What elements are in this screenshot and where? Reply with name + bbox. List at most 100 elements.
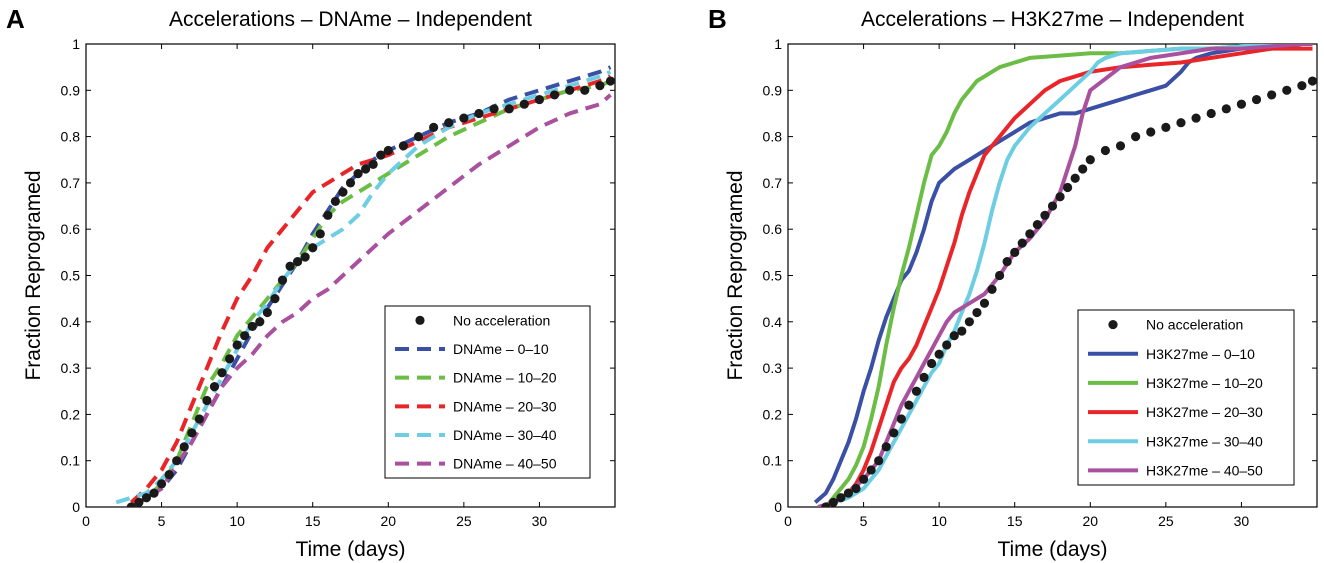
data-point xyxy=(232,340,242,350)
data-point xyxy=(293,257,303,267)
x-tick-label: 25 xyxy=(456,513,472,529)
data-point xyxy=(1100,145,1110,156)
series-3-line xyxy=(817,46,1313,507)
chart-title: Accelerations – DNAme – Independent xyxy=(169,8,532,31)
data-point xyxy=(1307,76,1317,86)
legend-swatch xyxy=(1108,319,1118,330)
chart-panel-b: B Accelerations – H3K27me – Independent 0 5… xyxy=(708,4,1318,561)
data-point xyxy=(1206,108,1216,119)
data-point xyxy=(964,317,974,327)
x-axis-label: Time (days) xyxy=(997,538,1107,561)
x-tick-label: 30 xyxy=(1234,513,1250,529)
series-4-line xyxy=(817,44,1313,507)
data-point xyxy=(565,85,575,95)
data-point xyxy=(1221,104,1231,114)
legend-label: H3K27me – 20–30 xyxy=(1146,404,1263,420)
data-point xyxy=(1032,219,1042,230)
data-point xyxy=(949,331,959,341)
legend-label: No acceleration xyxy=(1146,317,1243,333)
y-tick-label: 0.3 xyxy=(763,360,783,376)
data-point xyxy=(549,90,560,100)
y-tick-label: 0.5 xyxy=(763,268,783,284)
data-point xyxy=(474,108,484,119)
data-point xyxy=(255,317,265,327)
data-point xyxy=(926,358,937,369)
x-tick-label: 5 xyxy=(158,513,166,529)
data-point xyxy=(957,326,967,336)
data-point xyxy=(889,428,899,438)
data-point xyxy=(398,141,408,151)
series-group xyxy=(813,44,1317,507)
legend-label: DNAme – 30–40 xyxy=(453,427,557,443)
data-point xyxy=(194,414,204,424)
panel-letter: B xyxy=(708,4,727,34)
data-point xyxy=(534,94,545,105)
data-point xyxy=(919,372,929,382)
series-0-points xyxy=(126,76,615,507)
data-point xyxy=(987,284,997,294)
x-tick-label: 0 xyxy=(784,513,792,529)
legend-label: DNAme – 0–10 xyxy=(453,341,549,357)
y-tick-label: 1 xyxy=(72,36,80,52)
data-point xyxy=(605,76,615,86)
data-point xyxy=(580,85,590,95)
panel-letter: A xyxy=(6,4,25,34)
data-point xyxy=(519,99,529,109)
data-point xyxy=(247,321,257,332)
x-tick-label: 15 xyxy=(305,513,321,529)
data-point xyxy=(376,150,386,160)
data-point xyxy=(1282,85,1292,95)
data-point xyxy=(504,104,514,114)
data-point xyxy=(156,479,167,489)
y-tick-label: 0.6 xyxy=(763,221,783,237)
data-point xyxy=(172,456,182,466)
data-point xyxy=(277,275,288,285)
data-point xyxy=(489,104,499,114)
data-point xyxy=(851,483,861,494)
data-point xyxy=(413,132,424,142)
data-point xyxy=(1002,257,1012,267)
y-tick-label: 0.5 xyxy=(61,268,81,284)
series-2-line xyxy=(130,79,612,507)
chart-title: Accelerations – H3K27me – Independent xyxy=(861,8,1244,31)
data-point xyxy=(383,145,393,156)
data-point xyxy=(979,298,990,308)
data-point xyxy=(881,442,891,452)
data-point xyxy=(224,354,235,364)
y-tick-label: 0.1 xyxy=(763,453,783,469)
data-point xyxy=(1176,118,1186,128)
legend-box xyxy=(1077,309,1295,486)
data-point xyxy=(1040,210,1050,220)
data-point xyxy=(942,340,952,350)
legend-label: H3K27me – 30–40 xyxy=(1146,433,1263,449)
data-point xyxy=(995,270,1005,281)
data-point xyxy=(141,493,152,503)
data-point xyxy=(270,294,280,304)
data-point xyxy=(1025,229,1035,239)
data-point xyxy=(126,502,136,507)
legend-label: H3K27me – 10–20 xyxy=(1146,375,1263,391)
x-tick-label: 10 xyxy=(229,513,245,529)
x-tick-label: 5 xyxy=(860,513,868,529)
y-tick-label: 0.9 xyxy=(763,82,783,98)
y-tick-label: 0.2 xyxy=(61,406,81,422)
y-tick-label: 0.4 xyxy=(763,314,783,330)
data-point xyxy=(217,368,227,378)
data-point xyxy=(285,261,295,271)
data-point xyxy=(179,442,189,452)
data-point xyxy=(209,382,220,392)
data-point xyxy=(262,307,272,318)
data-point xyxy=(1085,155,1095,165)
legend: No acceleration DNAme – 0–10 DNAme – 10–20… xyxy=(384,305,591,479)
data-point xyxy=(1161,122,1171,132)
data-point xyxy=(821,502,831,507)
data-point xyxy=(858,474,869,484)
data-point xyxy=(315,229,325,239)
y-tick-label: 0.8 xyxy=(763,129,783,145)
data-point xyxy=(828,497,838,507)
legend-label: H3K27me – 0–10 xyxy=(1146,346,1255,362)
data-point xyxy=(134,497,144,507)
data-point xyxy=(368,159,378,169)
y-tick-label: 0.8 xyxy=(61,129,81,145)
